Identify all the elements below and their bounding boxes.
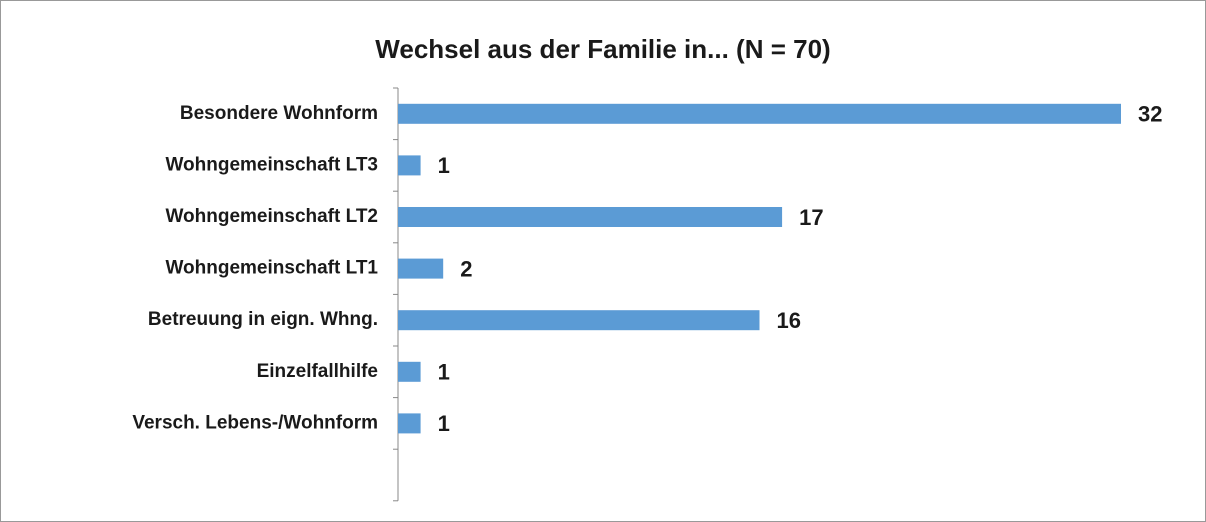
category-label: Betreuung in eign. Whng. [148,309,378,330]
category-label: Versch. Lebens-/Wohnform [132,412,378,433]
value-label: 1 [438,153,450,178]
bar [398,361,421,382]
chart-title: Wechsel aus der Familie in... (N = 70) [375,34,830,64]
category-label: Wohngemeinschaft LT2 [165,206,378,227]
value-label: 2 [460,256,472,281]
bar [398,413,421,434]
value-label: 17 [799,205,823,230]
bar [398,207,783,227]
bar [398,103,1121,124]
category-label: Wohngemeinschaft LT3 [165,154,378,175]
category-label: Einzelfallhilfe [257,361,378,382]
value-label: 32 [1138,102,1162,127]
bar [398,258,444,279]
value-label: 16 [777,308,801,333]
category-label: Wohngemeinschaft LT1 [165,258,378,279]
value-label: 1 [438,411,450,436]
value-label: 1 [438,360,450,385]
bar [398,310,760,331]
bar [398,155,421,176]
category-label: Besondere Wohnform [180,103,378,124]
